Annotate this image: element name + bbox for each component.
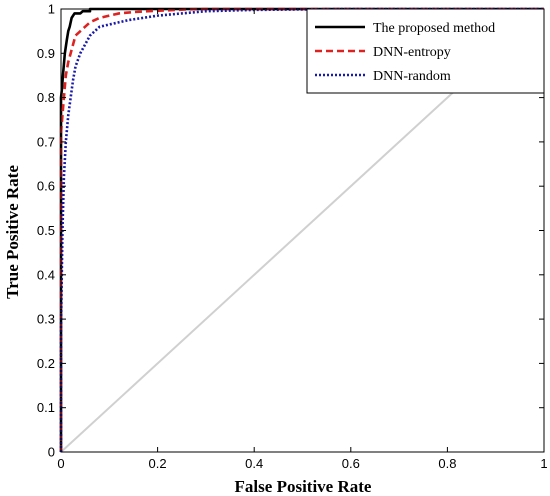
y-axis-title: True Positive Rate: [3, 165, 22, 299]
y-tick-label: 1: [48, 2, 55, 17]
x-tick-label: 0: [57, 456, 64, 471]
legend: The proposed method DNN-entropy DNN-random: [306, 8, 545, 94]
y-tick-label: 0.3: [37, 312, 55, 327]
y-tick-label: 0.5: [37, 223, 55, 238]
legend-label: DNN-entropy: [373, 45, 451, 60]
x-tick-label: 0.2: [149, 456, 167, 471]
x-tick-label: 0.4: [245, 456, 263, 471]
y-tick-label: 0: [48, 445, 55, 460]
y-tick-label: 0.7: [37, 134, 55, 149]
y-tick-label: 0.1: [37, 400, 55, 415]
legend-label: DNN-random: [373, 69, 451, 84]
y-tick-label: 0.2: [37, 356, 55, 371]
series-line-dnn-random: [59, 7, 544, 452]
y-tick-label: 0.6: [37, 179, 55, 194]
y-tick-label: 0.8: [37, 90, 55, 105]
legend-label: The proposed method: [373, 21, 495, 36]
y-tick-label: 0.9: [37, 46, 55, 61]
x-tick-label: 0.6: [342, 456, 360, 471]
y-tick-label: 0.4: [37, 267, 55, 282]
x-tick-label: 0.8: [438, 456, 456, 471]
legend-box: [306, 8, 545, 94]
x-axis-title: False Positive Rate: [235, 477, 372, 496]
tick-labels: 0 0.2 0.4 0.6 0.8 1 0 0.1 0.2 0.3 0.4 0.5 0.6 0.7 0.8 0…: [37, 2, 548, 472]
x-tick-label: 1: [540, 456, 547, 471]
